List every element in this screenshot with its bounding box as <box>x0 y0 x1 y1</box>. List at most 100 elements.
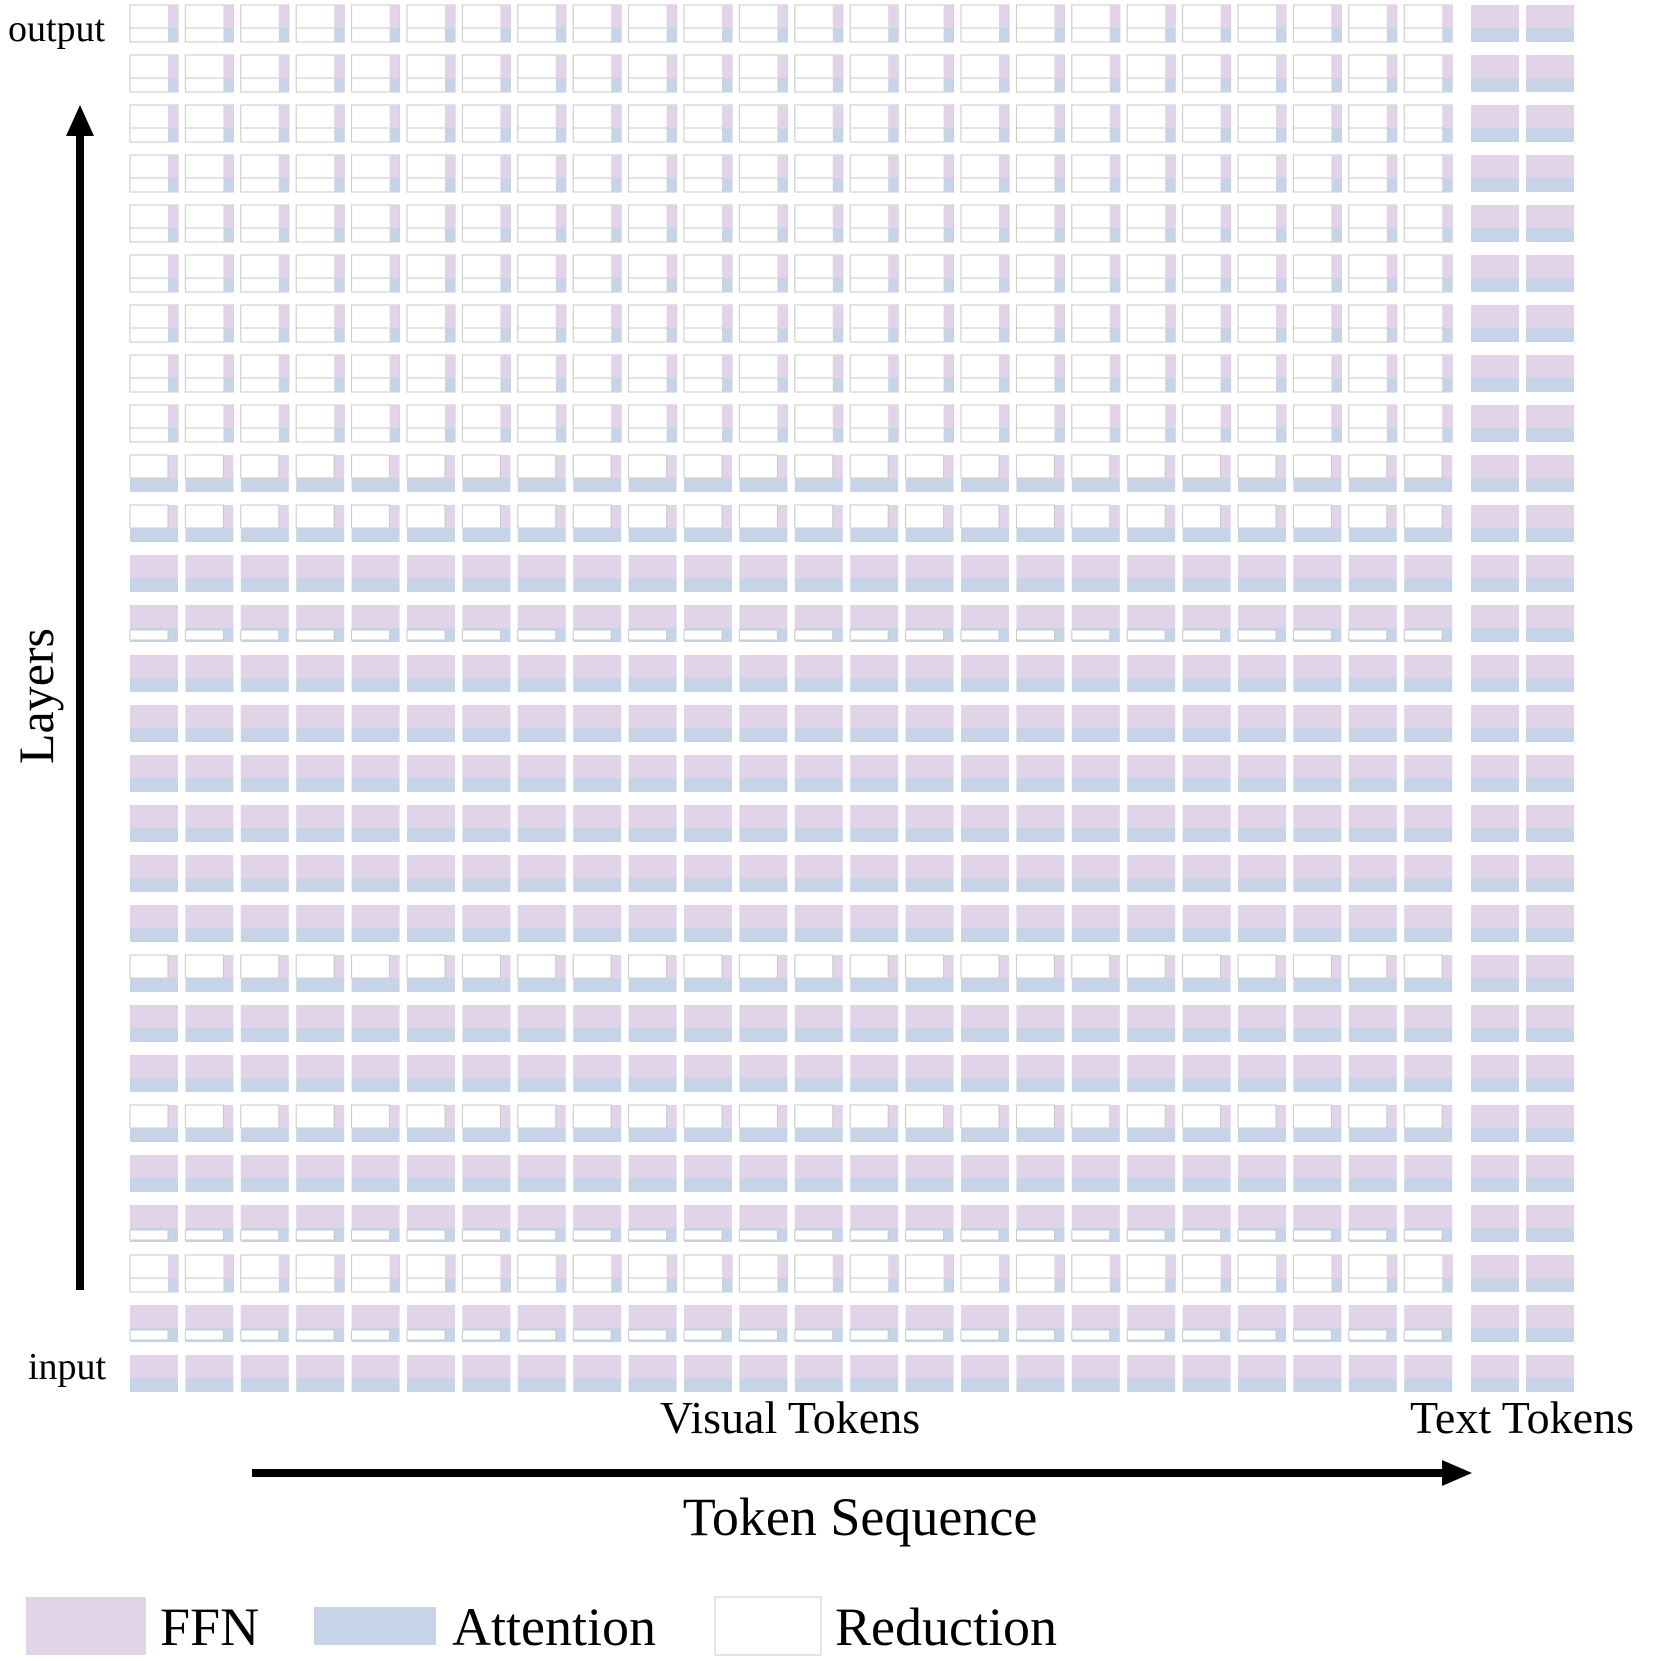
visual-token-cell <box>1182 104 1232 143</box>
visual-token-cell <box>794 805 843 842</box>
reduction-block <box>572 504 612 529</box>
text-token-cell <box>1471 1055 1519 1092</box>
ffn-block <box>739 555 788 578</box>
attention-block <box>1404 578 1453 592</box>
ffn-block <box>240 805 289 828</box>
reduction-block <box>1292 504 1332 529</box>
attention-block <box>240 1378 289 1392</box>
attention-strip <box>1442 128 1453 142</box>
ffn-block <box>1471 455 1519 478</box>
ffn-strip <box>1276 255 1286 278</box>
attention-block <box>1127 1378 1176 1392</box>
ffn-strip <box>611 355 622 378</box>
ffn-block <box>1293 1055 1342 1078</box>
visual-token-cell <box>351 1355 400 1392</box>
attention-block <box>1471 1278 1519 1292</box>
visual-token-cell <box>296 805 345 842</box>
visual-token-cell <box>794 1305 843 1342</box>
visual-token-cell <box>849 605 899 642</box>
visual-token-cell <box>351 354 401 393</box>
ffn-strip <box>722 405 732 428</box>
ffn-block <box>296 605 345 628</box>
attention-block <box>1238 1128 1286 1142</box>
attention-strip <box>389 128 400 142</box>
ffn-strip <box>555 205 566 228</box>
attention-block <box>905 1078 954 1092</box>
visual-token-cell <box>184 354 234 393</box>
reduction-block <box>1071 1229 1111 1241</box>
visual-token-cell <box>1348 855 1397 892</box>
ffn-block <box>1016 1205 1065 1228</box>
reduction-block <box>794 1104 834 1129</box>
reduction-block <box>1237 1329 1277 1341</box>
visual-token-cell <box>1016 855 1065 892</box>
attention-block <box>1071 878 1120 892</box>
visual-token-cell <box>572 454 622 492</box>
visual-token-cell <box>406 354 456 393</box>
ffn-block <box>1016 755 1065 778</box>
visual-token-cell <box>130 655 178 692</box>
visual-token-cell <box>1403 254 1453 293</box>
ffn-block <box>573 1305 622 1328</box>
attention-block <box>961 778 1009 792</box>
attention-block <box>517 1128 566 1142</box>
visual-token-cell <box>517 605 566 642</box>
visual-token-cell <box>1182 54 1232 93</box>
visual-token-cell <box>1348 404 1398 443</box>
visual-token-cell <box>130 755 178 792</box>
attention-strip <box>389 1278 400 1292</box>
visual-token-cell <box>462 1055 511 1092</box>
ffn-block <box>1471 605 1519 628</box>
reduction-block <box>1237 629 1277 641</box>
visual-token-cell <box>1292 354 1342 393</box>
ffn-strip <box>943 305 954 328</box>
attention-block <box>407 1378 455 1392</box>
attention-strip <box>1331 28 1342 42</box>
visual-token-cell <box>738 1104 788 1142</box>
attention-block <box>961 878 1009 892</box>
attention-strip <box>334 178 345 192</box>
attention-block <box>739 828 788 842</box>
ffn-block <box>1526 505 1574 528</box>
ffn-block <box>628 555 677 578</box>
ffn-strip <box>722 205 732 228</box>
visual-token-cell <box>905 905 954 942</box>
attention-strip <box>1220 328 1231 342</box>
attention-block <box>240 828 289 842</box>
attention-strip <box>888 128 899 142</box>
visual-token-cell <box>1403 404 1453 443</box>
attention-strip <box>445 78 455 92</box>
visual-token-cell <box>1182 304 1232 343</box>
reduction-block <box>406 504 446 529</box>
attention-strip <box>611 228 622 242</box>
attention-block <box>462 1128 511 1142</box>
ffn-block <box>407 855 455 878</box>
visual-token-cell <box>461 104 511 143</box>
attention-block <box>240 978 289 992</box>
attention-strip <box>1331 178 1342 192</box>
attention-block <box>407 878 455 892</box>
reduction-block <box>960 504 1000 529</box>
visual-token-cell <box>184 1254 234 1293</box>
attention-strip <box>1054 228 1065 242</box>
visual-token-cell <box>905 254 955 293</box>
attention-block <box>1526 478 1574 492</box>
attention-strip <box>888 78 899 92</box>
ffn-strip <box>666 355 677 378</box>
ffn-block <box>185 1155 234 1178</box>
visual-token-cell <box>351 1205 400 1242</box>
reduction-block <box>1071 1104 1111 1129</box>
attention-block <box>1348 778 1397 792</box>
visual-token-cell <box>240 154 290 193</box>
attention-block <box>1016 778 1065 792</box>
visual-token-cell <box>240 855 289 892</box>
visual-token-cell <box>1404 905 1453 942</box>
ffn-block <box>1293 755 1342 778</box>
visual-token-cell <box>462 1355 511 1392</box>
ffn-strip <box>1054 105 1065 128</box>
ffn-block <box>185 755 234 778</box>
text-token-cell <box>1471 505 1519 542</box>
attention-block <box>517 978 566 992</box>
attention-block <box>1016 1078 1065 1092</box>
